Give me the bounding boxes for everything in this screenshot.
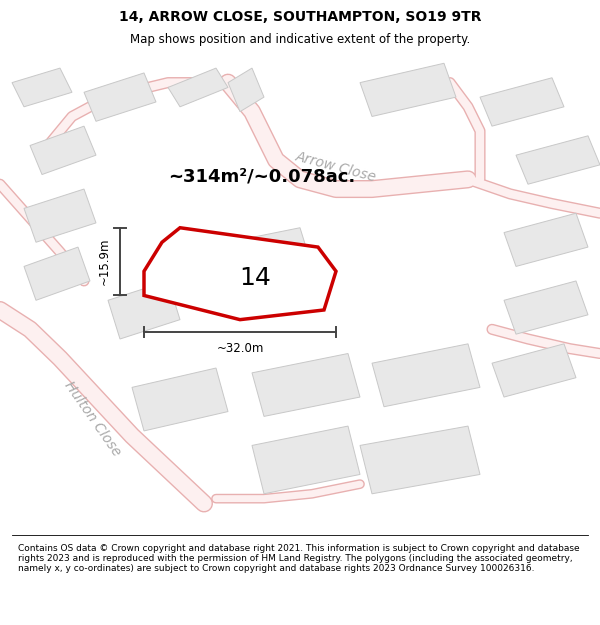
Polygon shape [252, 426, 360, 494]
Polygon shape [516, 136, 600, 184]
Text: Map shows position and indicative extent of the property.: Map shows position and indicative extent… [130, 33, 470, 46]
Polygon shape [360, 63, 456, 116]
Polygon shape [504, 281, 588, 334]
Polygon shape [492, 344, 576, 397]
Text: Hulton Close: Hulton Close [62, 379, 124, 459]
Polygon shape [504, 213, 588, 266]
Polygon shape [12, 68, 72, 107]
Polygon shape [108, 281, 180, 339]
Text: ~314m²/~0.078ac.: ~314m²/~0.078ac. [168, 168, 355, 186]
Polygon shape [30, 126, 96, 174]
Text: Contains OS data © Crown copyright and database right 2021. This information is : Contains OS data © Crown copyright and d… [18, 544, 580, 573]
Text: Arrow Close: Arrow Close [294, 150, 378, 185]
Polygon shape [360, 426, 480, 494]
Polygon shape [372, 344, 480, 407]
Polygon shape [228, 68, 264, 112]
Polygon shape [480, 78, 564, 126]
Polygon shape [84, 73, 156, 121]
Polygon shape [144, 228, 336, 319]
Polygon shape [168, 68, 228, 107]
Text: ~15.9m: ~15.9m [98, 238, 111, 286]
Text: 14: 14 [239, 266, 271, 290]
Text: ~32.0m: ~32.0m [217, 342, 263, 356]
Polygon shape [228, 228, 312, 281]
Polygon shape [252, 354, 360, 416]
Polygon shape [24, 189, 96, 242]
Polygon shape [132, 368, 228, 431]
Polygon shape [24, 247, 90, 300]
Text: 14, ARROW CLOSE, SOUTHAMPTON, SO19 9TR: 14, ARROW CLOSE, SOUTHAMPTON, SO19 9TR [119, 10, 481, 24]
